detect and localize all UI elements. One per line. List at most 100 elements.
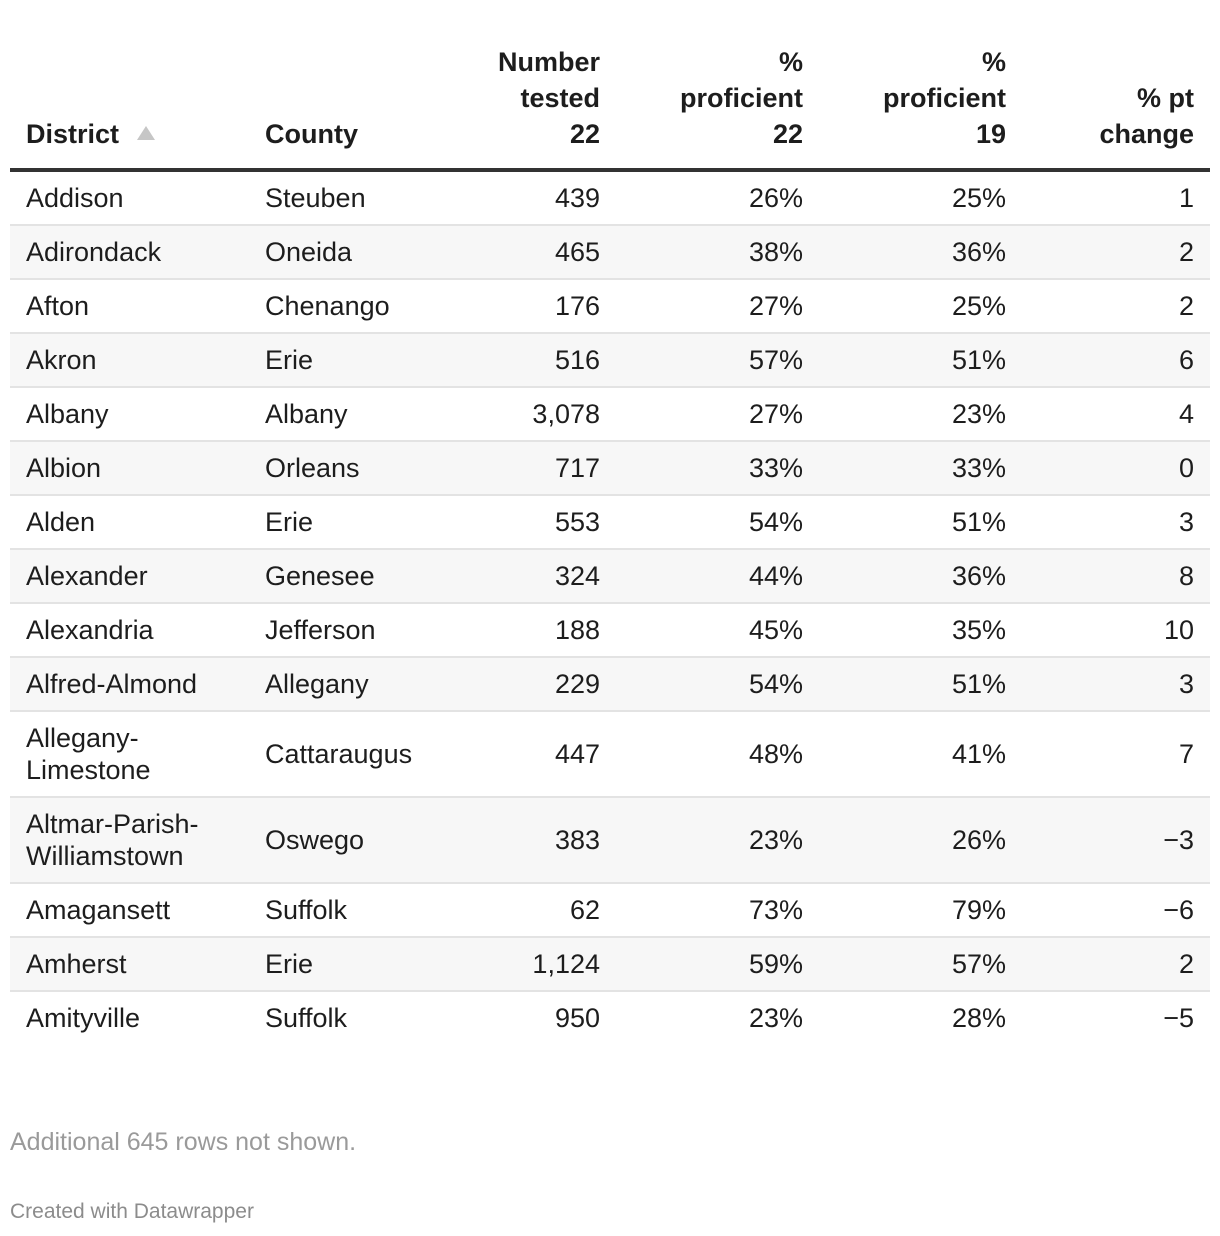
- table-row: Amityville Suffolk 950 23% 28% −5: [10, 991, 1210, 1044]
- cell-pct-pt-change: 2: [1022, 279, 1210, 334]
- cell-pct-pt-change: −5: [1163, 1003, 1194, 1033]
- cell-pct-proficient-19: 51%: [819, 657, 1022, 712]
- cell-pct-proficient-19: 36%: [819, 549, 1022, 604]
- table-row: Alfred-Almond Allegany 229 54% 51% 3: [10, 657, 1210, 712]
- cell-pct-pt-change: −3: [1022, 797, 1210, 884]
- datawrapper-table: District County Number tested 22 % profi…: [10, 40, 1210, 1044]
- cell-county: Allegany: [249, 657, 454, 712]
- cell-district: Akron: [10, 333, 249, 388]
- cell-county: Oswego: [249, 797, 454, 884]
- cell-district: Amityville: [26, 1003, 141, 1033]
- table-row: Alexander Genesee 324 44% 36% 8: [10, 549, 1210, 604]
- column-header-line: 19: [975, 119, 1006, 149]
- column-header-line: proficient: [679, 83, 803, 113]
- cell-number-tested: 553: [454, 495, 616, 550]
- cell-district: Alexander: [10, 549, 249, 604]
- cell-district: Amagansett: [10, 883, 249, 938]
- cell-county: Erie: [249, 495, 454, 550]
- cell-number-tested: 176: [454, 279, 616, 334]
- table-row: Albion Orleans 717 33% 33% 0: [10, 441, 1210, 496]
- cell-pct-pt-change: 8: [1022, 549, 1210, 604]
- cell-district: Amherst: [10, 937, 249, 992]
- cell-pct-proficient-22: 57%: [616, 333, 819, 388]
- cell-county: Steuben: [249, 170, 454, 226]
- cell-district: Alden: [10, 495, 249, 550]
- cell-pct-proficient-19: 79%: [819, 883, 1022, 938]
- table-row: Akron Erie 516 57% 51% 6: [10, 333, 1210, 388]
- cell-number-tested: 324: [454, 549, 616, 604]
- table-row: Alden Erie 553 54% 51% 3: [10, 495, 1210, 550]
- cell-pct-proficient-19: 25%: [819, 170, 1022, 226]
- cell-pct-proficient-19: 28%: [951, 1003, 1006, 1033]
- cell-pct-pt-change: 3: [1022, 657, 1210, 712]
- cell-pct-proficient-22: 45%: [616, 603, 819, 658]
- cell-pct-proficient-22: 38%: [616, 225, 819, 280]
- column-header-number-tested[interactable]: Number tested 22: [454, 40, 616, 172]
- cell-pct-proficient-19: 41%: [819, 711, 1022, 798]
- cell-pct-proficient-22: 48%: [616, 711, 819, 798]
- cell-number-tested: 465: [454, 225, 616, 280]
- table-row: Altmar-Parish-Williamstown Oswego 383 23% 26…: [10, 797, 1210, 884]
- table-row: Alexandria Jefferson 188 45% 35% 10: [10, 603, 1210, 658]
- cell-number-tested: 383: [454, 797, 616, 884]
- cell-number-tested: 447: [454, 711, 616, 798]
- cell-pct-proficient-19: 26%: [819, 797, 1022, 884]
- cell-district: Alfred-Almond: [10, 657, 249, 712]
- table-row: Addison Steuben 439 26% 25% 1: [10, 170, 1210, 226]
- cell-pct-pt-change: 6: [1022, 333, 1210, 388]
- cell-district: Allegany-Limestone: [10, 711, 249, 798]
- cell-number-tested: 717: [454, 441, 616, 496]
- cell-pct-proficient-19: 23%: [819, 387, 1022, 442]
- cell-pct-proficient-19: 35%: [819, 603, 1022, 658]
- table-row: Amherst Erie 1,124 59% 57% 2: [10, 937, 1210, 992]
- cell-pct-proficient-22: 27%: [616, 387, 819, 442]
- column-header-district[interactable]: District: [10, 40, 249, 172]
- cell-number-tested: 516: [454, 333, 616, 388]
- cell-pct-pt-change: −6: [1022, 883, 1210, 938]
- cell-pct-proficient-19: 25%: [819, 279, 1022, 334]
- cell-county: Genesee: [249, 549, 454, 604]
- column-header-line: tested: [520, 83, 600, 113]
- cell-pct-pt-change: 1: [1022, 170, 1210, 226]
- cell-number-tested: 950: [554, 1003, 600, 1033]
- table-row: Adirondack Oneida 465 38% 36% 2: [10, 225, 1210, 280]
- cell-district: Albion: [10, 441, 249, 496]
- cell-county: Suffolk: [265, 1003, 348, 1033]
- cell-pct-proficient-19: 51%: [819, 333, 1022, 388]
- cell-county: Cattaraugus: [249, 711, 454, 798]
- cell-district: Afton: [10, 279, 249, 334]
- datawrapper-credit-link[interactable]: Created with Datawrapper: [10, 1200, 254, 1223]
- cell-number-tested: 439: [454, 170, 616, 226]
- cell-number-tested: 229: [454, 657, 616, 712]
- column-header-line: % pt: [1137, 83, 1194, 113]
- cell-district: Altmar-Parish-Williamstown: [10, 797, 249, 884]
- column-header-pct-proficient-19[interactable]: % proficient 19: [819, 40, 1022, 172]
- cell-county: Orleans: [249, 441, 454, 496]
- cell-number-tested: 3,078: [454, 387, 616, 442]
- cell-pct-proficient-22: 23%: [616, 797, 819, 884]
- cell-pct-pt-change: 7: [1022, 711, 1210, 798]
- cell-pct-pt-change: 2: [1022, 225, 1210, 280]
- cell-pct-pt-change: 3: [1022, 495, 1210, 550]
- cell-pct-proficient-22: 23%: [748, 1003, 803, 1033]
- cell-pct-pt-change: 2: [1022, 937, 1210, 992]
- cell-county: Erie: [249, 937, 454, 992]
- cell-pct-proficient-22: 26%: [616, 170, 819, 226]
- cell-county: Jefferson: [249, 603, 454, 658]
- cell-county: Albany: [249, 387, 454, 442]
- cell-pct-pt-change: 4: [1022, 387, 1210, 442]
- cell-number-tested: 188: [454, 603, 616, 658]
- rows-not-shown-note: Additional 645 rows not shown.: [10, 1128, 357, 1156]
- cell-pct-proficient-22: 59%: [616, 937, 819, 992]
- column-header-label: District: [26, 119, 120, 149]
- cell-county: Chenango: [249, 279, 454, 334]
- column-header-line: %: [778, 47, 803, 77]
- cell-pct-proficient-19: 36%: [819, 225, 1022, 280]
- sort-ascending-icon[interactable]: [137, 125, 156, 140]
- column-header-line: Number: [497, 47, 600, 77]
- cell-district: Albany: [10, 387, 249, 442]
- column-header-pct-proficient-22[interactable]: % proficient 22: [616, 40, 819, 172]
- cell-pct-proficient-22: 54%: [616, 657, 819, 712]
- column-header-pct-pt-change[interactable]: % pt change: [1022, 40, 1210, 172]
- column-header-county[interactable]: County: [249, 40, 454, 172]
